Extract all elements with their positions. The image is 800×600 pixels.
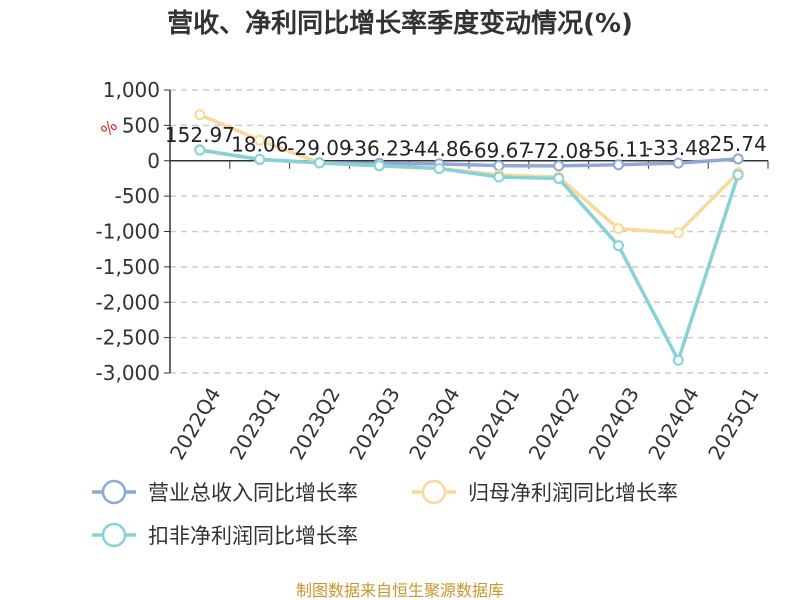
data-point (314, 157, 325, 169)
x-tick-label: 2023Q2 (285, 383, 345, 464)
grid (170, 89, 768, 374)
data-point (613, 240, 624, 252)
source-note: 制图数据来自恒生聚源数据库 (296, 581, 504, 600)
data-point (433, 163, 445, 175)
x-tick-label: 2024Q2 (524, 383, 584, 464)
data-point (373, 160, 385, 172)
y-tick-label: -2,500 (96, 326, 160, 350)
legend-item[interactable]: 营业总收入同比增长率 (92, 479, 358, 505)
legend-item[interactable]: 扣非净利润同比增长率 (92, 522, 358, 548)
series-3 (194, 144, 744, 366)
data-label: -33.48 (646, 136, 710, 160)
x-tick-label: 2023Q3 (344, 383, 404, 464)
y-tick-label: -1,500 (96, 255, 160, 279)
x-tick-label: 2023Q4 (404, 383, 464, 464)
x-tick-label: 2024Q1 (464, 383, 524, 464)
data-label: -36.23 (347, 136, 411, 160)
data-point (553, 160, 565, 172)
data-point (254, 153, 266, 165)
y-tick-label: -1,000 (96, 220, 160, 244)
data-point (553, 172, 565, 184)
data-point (672, 157, 684, 169)
data-point (194, 144, 206, 156)
legend-label: 营业总收入同比增长率 (148, 481, 358, 505)
legend-label: 扣非净利润同比增长率 (148, 524, 358, 548)
legend-swatch-marker (421, 479, 447, 505)
data-point (493, 171, 505, 183)
series-layer (194, 109, 744, 366)
data-point (672, 354, 684, 366)
y-tick-label: 1,000 (103, 78, 160, 102)
data-point (732, 169, 744, 181)
data-label: -69.67 (467, 139, 531, 163)
y-tick-label: -2,000 (96, 290, 160, 314)
y-axis-unit: % (97, 116, 121, 140)
data-label: 25.74 (709, 132, 766, 156)
chart-title: 营收、净利同比增长率季度变动情况(%) (167, 8, 633, 39)
legend-swatch-marker (101, 522, 127, 548)
data-point (613, 223, 624, 235)
data-point (613, 159, 624, 171)
data-point (672, 227, 684, 239)
y-tick-label: 0 (147, 149, 160, 173)
y-tick-label: -3,000 (96, 361, 160, 385)
legend-label: 归母净利润同比增长率 (468, 481, 678, 505)
data-labels: 152.9718.06-29.09-36.23-44.86-69.67-72.0… (165, 123, 767, 163)
data-point (194, 109, 206, 121)
data-point (254, 134, 266, 146)
x-tick-label: 2023Q1 (225, 383, 285, 464)
series-line (199, 148, 740, 363)
x-tick-label: 2022Q4 (165, 383, 225, 464)
legend-swatch-marker (101, 479, 127, 505)
x-tick-label: 2025Q1 (703, 383, 763, 464)
data-label: -72.08 (526, 139, 590, 163)
y-tick-label: -500 (115, 184, 160, 208)
legend-item[interactable]: 归母净利润同比增长率 (412, 479, 678, 505)
y-tick-label: 500 (122, 113, 160, 137)
data-label: -29.09 (287, 136, 351, 160)
x-tick-label: 2024Q3 (584, 383, 644, 464)
data-label: 152.97 (165, 123, 235, 147)
x-tick-label: 2024Q4 (643, 383, 703, 464)
data-label: -44.86 (407, 137, 471, 161)
data-label: -56.11 (586, 138, 650, 162)
data-label: 18.06 (231, 132, 288, 156)
data-point (732, 153, 744, 165)
